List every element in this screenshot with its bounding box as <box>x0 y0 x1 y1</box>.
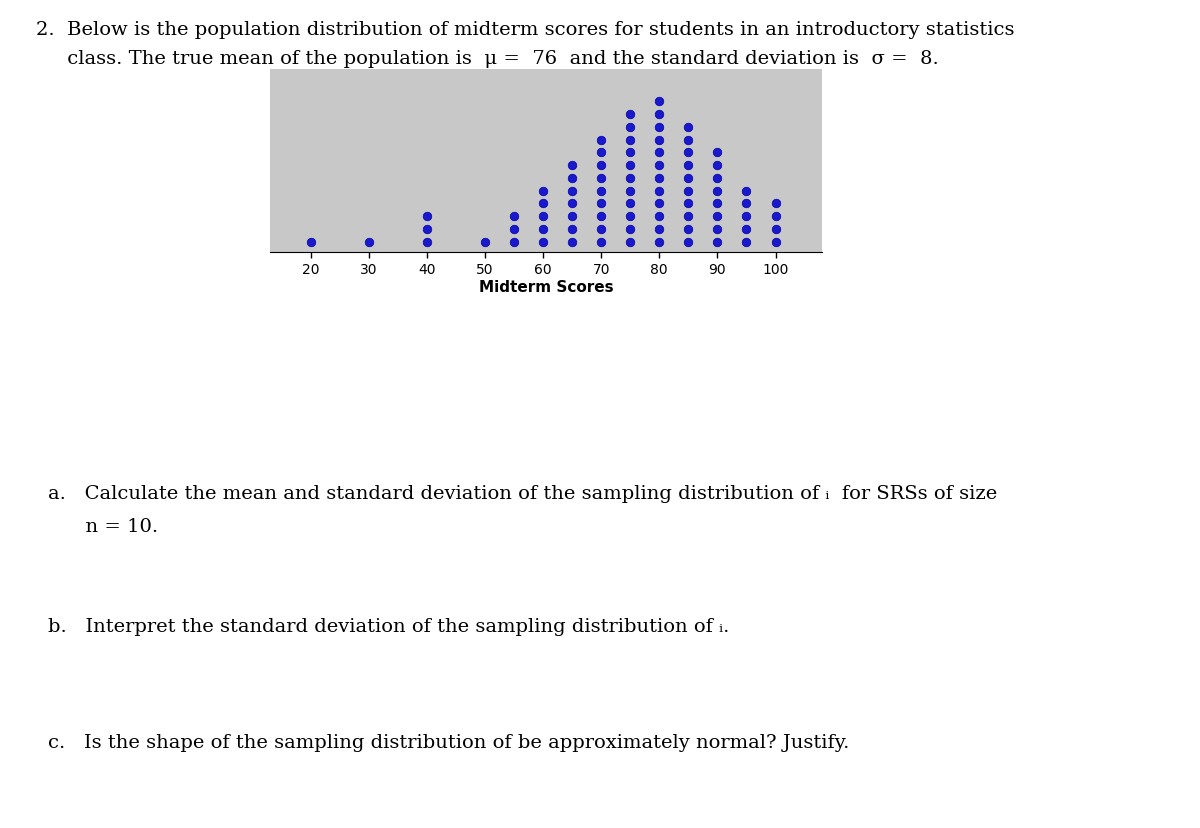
Point <box>737 185 756 198</box>
Point <box>563 236 582 249</box>
Point <box>649 172 668 185</box>
Point <box>301 236 320 249</box>
Point <box>679 236 698 249</box>
Point <box>737 223 756 236</box>
Point <box>418 210 437 224</box>
Point <box>620 108 640 122</box>
X-axis label: Midterm Scores: Midterm Scores <box>479 280 613 295</box>
Point <box>649 134 668 147</box>
Point <box>620 185 640 198</box>
Point <box>649 210 668 224</box>
Point <box>679 147 698 160</box>
Point <box>649 121 668 134</box>
Point <box>592 236 611 249</box>
Point <box>679 223 698 236</box>
Point <box>592 147 611 160</box>
Point <box>592 172 611 185</box>
Point <box>766 223 785 236</box>
Point <box>620 210 640 224</box>
Point <box>620 134 640 147</box>
Point <box>563 223 582 236</box>
Point <box>679 198 698 211</box>
Point <box>563 159 582 172</box>
Point <box>679 185 698 198</box>
Point <box>592 159 611 172</box>
Point <box>708 210 727 224</box>
Text: 2.  Below is the population distribution of midterm scores for students in an in: 2. Below is the population distribution … <box>36 21 1014 39</box>
Point <box>620 198 640 211</box>
Point <box>563 185 582 198</box>
Point <box>708 198 727 211</box>
Point <box>504 236 523 249</box>
Point <box>504 210 523 224</box>
Point <box>766 198 785 211</box>
Point <box>679 159 698 172</box>
Point <box>708 185 727 198</box>
Point <box>592 210 611 224</box>
Point <box>679 121 698 134</box>
Point <box>708 147 727 160</box>
Text: a.   Calculate the mean and standard deviation of the sampling distribution of ᵢ: a. Calculate the mean and standard devia… <box>48 484 997 503</box>
Point <box>592 198 611 211</box>
Point <box>592 185 611 198</box>
Point <box>418 223 437 236</box>
Point <box>708 223 727 236</box>
Point <box>649 236 668 249</box>
Point <box>737 198 756 211</box>
Point <box>737 210 756 224</box>
Point <box>620 172 640 185</box>
Point <box>649 108 668 122</box>
Point <box>534 185 553 198</box>
Point <box>418 236 437 249</box>
Point <box>359 236 378 249</box>
Point <box>708 172 727 185</box>
Point <box>563 172 582 185</box>
Point <box>737 236 756 249</box>
Point <box>679 134 698 147</box>
Text: class. The true mean of the population is  μ =  76  and the standard deviation i: class. The true mean of the population i… <box>36 50 938 68</box>
Point <box>534 198 553 211</box>
Point <box>766 210 785 224</box>
Point <box>534 236 553 249</box>
Point <box>679 210 698 224</box>
Point <box>592 134 611 147</box>
Point <box>649 147 668 160</box>
Point <box>649 185 668 198</box>
Point <box>766 236 785 249</box>
Text: n = 10.: n = 10. <box>48 518 158 536</box>
Point <box>620 236 640 249</box>
Point <box>708 236 727 249</box>
Text: c.   Is the shape of the sampling distribution of be approximately normal? Justi: c. Is the shape of the sampling distribu… <box>48 733 850 751</box>
Point <box>563 198 582 211</box>
Point <box>620 223 640 236</box>
Point <box>534 210 553 224</box>
Point <box>679 172 698 185</box>
Point <box>563 210 582 224</box>
Point <box>475 236 494 249</box>
Point <box>649 198 668 211</box>
Point <box>649 159 668 172</box>
Point <box>649 223 668 236</box>
Point <box>649 95 668 108</box>
Text: b.   Interpret the standard deviation of the sampling distribution of ᵢ.: b. Interpret the standard deviation of t… <box>48 617 730 635</box>
Point <box>504 223 523 236</box>
Point <box>620 159 640 172</box>
Point <box>620 121 640 134</box>
Point <box>620 147 640 160</box>
Point <box>534 223 553 236</box>
Point <box>592 223 611 236</box>
Point <box>708 159 727 172</box>
